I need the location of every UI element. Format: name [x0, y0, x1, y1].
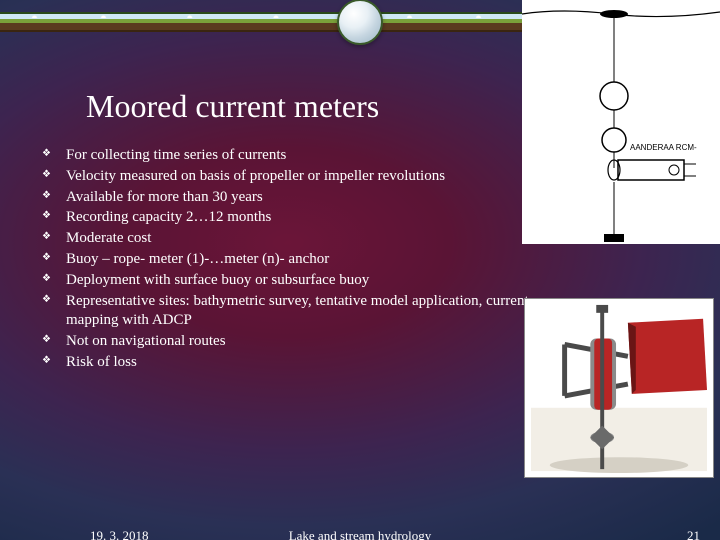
bullet-item: Recording capacity 2…12 months — [42, 208, 572, 228]
bullet-item: Representative sites: bathymetric survey… — [42, 292, 572, 332]
slide-title: Moored current meters — [86, 88, 379, 125]
bullet-item: Velocity measured on basis of propeller … — [42, 167, 572, 187]
instrument-photo — [524, 298, 714, 478]
footer-title: Lake and stream hydrology — [0, 528, 720, 540]
bullet-item: Deployment with surface buoy or subsurfa… — [42, 271, 572, 291]
footer-center: Lake and stream hydrology T.Huttula — [0, 528, 720, 540]
diagram-label: AANDERAA RCM- — [630, 143, 697, 152]
border-landscape-left — [0, 12, 345, 32]
bullet-item: Available for more than 30 years — [42, 188, 572, 208]
bullet-item: Moderate cost — [42, 229, 572, 249]
bullet-item: Buoy – rope- meter (1)-…meter (n)- ancho… — [42, 250, 572, 270]
bullet-item: Not on navigational routes — [42, 332, 572, 352]
border-center-orb — [337, 0, 383, 45]
bullet-item: Risk of loss — [42, 353, 572, 373]
bullet-item: For collecting time series of currents — [42, 146, 572, 166]
footer-page-number: 21 — [687, 528, 700, 540]
bullet-list: For collecting time series of currents V… — [42, 146, 572, 374]
